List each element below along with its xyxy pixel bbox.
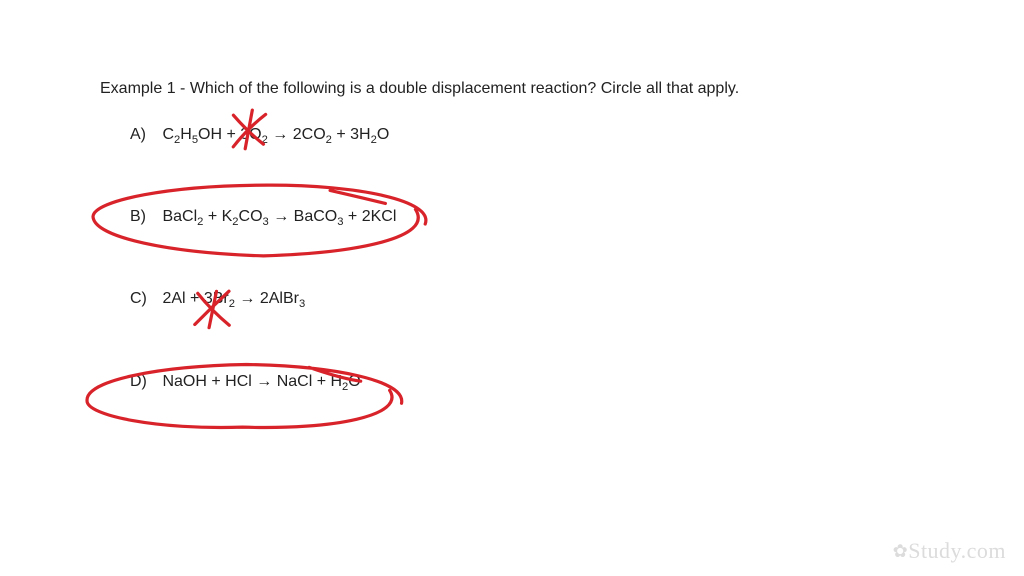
option-c-formula: 2Al + 3Br2 → 2AlBr3 [162,290,305,307]
watermark: ✿Study.com [893,538,1006,564]
option-b-label: B) [130,208,158,226]
option-c: C) 2Al + 3Br2 → 2AlBr3 [130,290,920,310]
option-c-label: C) [130,290,158,308]
option-d: D) NaOH + HCl → NaCl + H2O [130,373,920,393]
option-a: A) C2H5OH + 3O2 → 2CO2 + 3H2O [130,126,920,146]
option-b-formula: BaCl2 + K2CO3 → BaCO3 + 2KCl [162,208,396,225]
option-a-label: A) [130,126,158,144]
watermark-text: Study.com [908,538,1006,563]
option-a-formula: C2H5OH + 3O2 → 2CO2 + 3H2O [162,126,389,143]
option-b: B) BaCl2 + K2CO3 → BaCO3 + 2KCl [130,208,920,228]
question-block: Example 1 - Which of the following is a … [100,80,920,455]
option-d-formula: NaOH + HCl → NaCl + H2O [162,373,360,390]
question-text: Example 1 - Which of the following is a … [100,80,920,98]
option-d-label: D) [130,373,158,391]
gear-icon: ✿ [893,541,909,561]
